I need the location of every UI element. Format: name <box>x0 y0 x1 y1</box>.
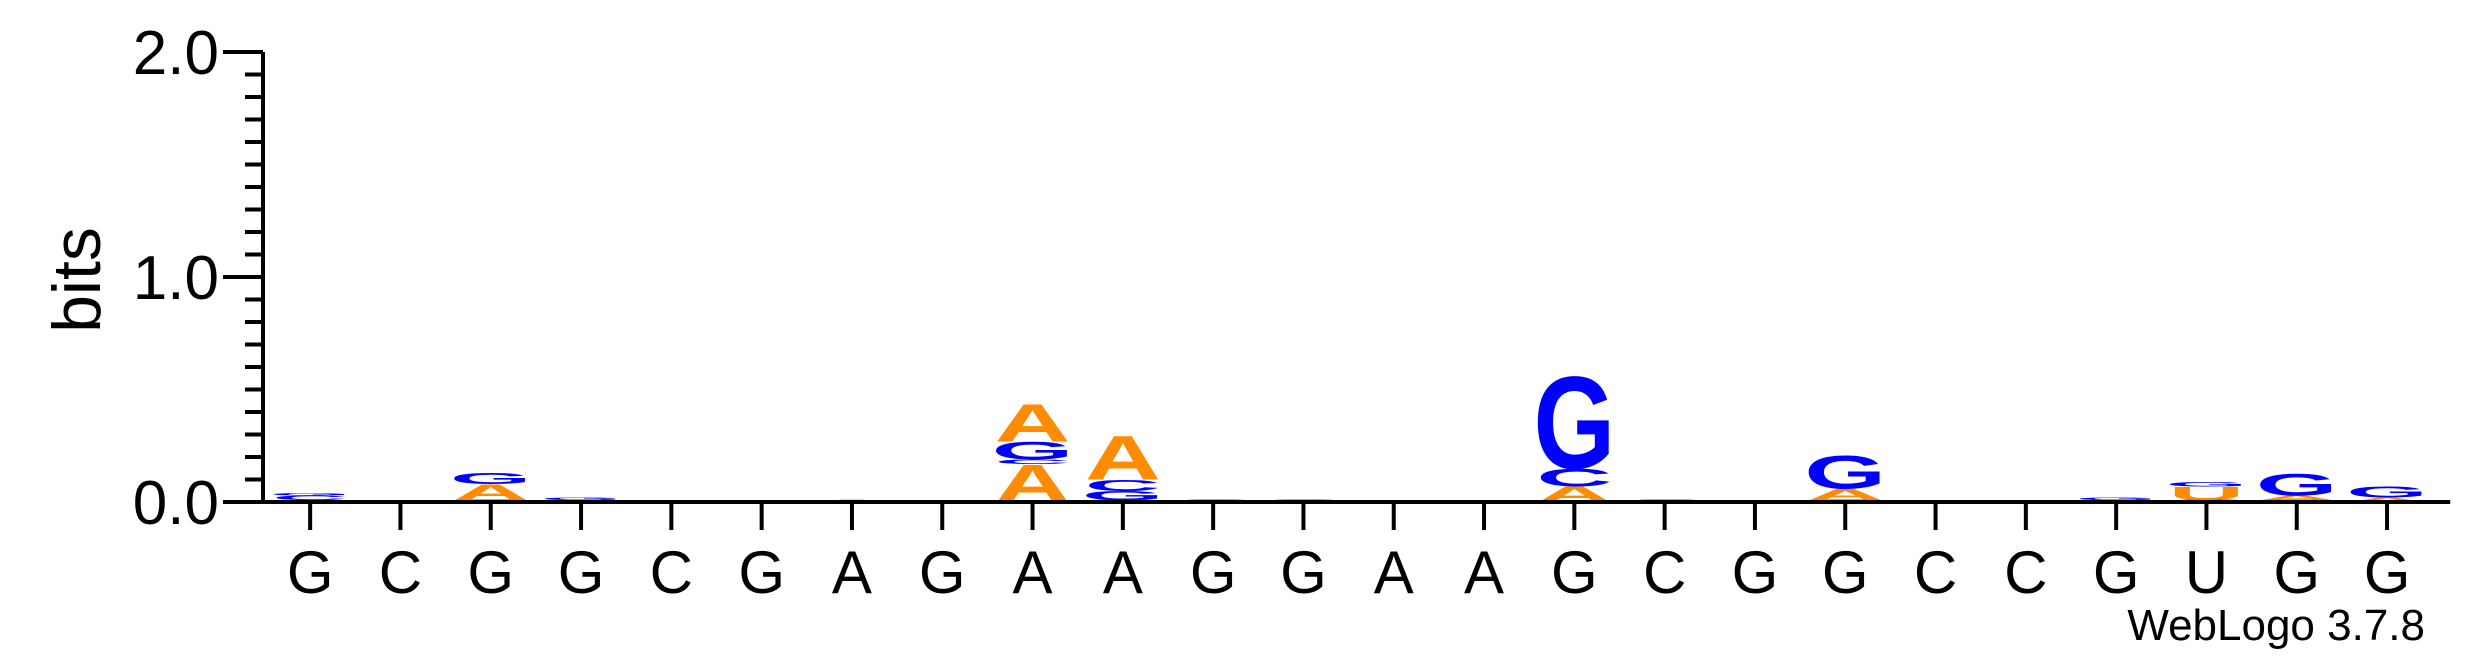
y-tick-label: 2.0 <box>133 19 219 88</box>
x-tick-label: A <box>1103 539 1143 606</box>
logo-letter-A: A <box>995 393 1071 453</box>
x-tick-label: G <box>919 539 966 606</box>
logo-letter-G: G <box>269 492 351 496</box>
logo-letter-C: C <box>272 494 348 501</box>
x-tick-label: A <box>1464 539 1504 606</box>
x-tick-label: G <box>2093 539 2140 606</box>
x-tick-label: G <box>558 539 605 606</box>
x-tick-label: C <box>650 539 693 606</box>
logo-letter-G: G <box>1082 488 1164 502</box>
x-tick-label: C <box>2004 539 2047 606</box>
weblogo-credit: WebLogo 3.7.8 <box>2127 601 2425 650</box>
x-tick-label: G <box>1280 539 1327 606</box>
logo-letter-C: C <box>1536 464 1612 492</box>
logo-letter-G: G <box>540 497 622 501</box>
logo-letter-C: C <box>995 458 1071 465</box>
logo-letter-A: A <box>2259 494 2335 501</box>
x-tick-label: G <box>2273 539 2320 606</box>
x-tick-label: G <box>2364 539 2411 606</box>
x-tick-label: C <box>1643 539 1686 606</box>
x-tick-label: U <box>2185 539 2228 606</box>
y-tick-label: 1.0 <box>133 244 219 313</box>
x-tick-label: A <box>832 539 872 606</box>
x-tick-label: C <box>379 539 422 606</box>
x-tick-label: G <box>1551 539 1598 606</box>
logo-letter-U: U <box>2169 483 2245 504</box>
logo-letter-A: A <box>1807 486 1883 504</box>
x-tick-label: G <box>1822 539 1869 606</box>
logo-letter-G: G <box>2166 481 2248 488</box>
x-tick-label: C <box>1914 539 1957 606</box>
logo-letter-G: G <box>450 470 532 488</box>
x-tick-label: G <box>1190 539 1237 606</box>
logo-letter-A: A <box>1085 424 1161 494</box>
logo-letter-G: G <box>2075 497 2157 501</box>
x-tick-label: G <box>738 539 785 606</box>
y-tick-label: 0.0 <box>133 469 219 538</box>
logo-letter-G: G <box>992 437 1074 465</box>
logo-letter-G: G <box>1804 446 1886 499</box>
y-axis: 0.0 1.0 2.0 <box>133 19 265 538</box>
x-tick-label: G <box>1732 539 1779 606</box>
logo-letters: ACGCAGCGAACGACGCACGAACGCCAGCGCUGCAGAG <box>269 350 2428 514</box>
logo-letter-C: C <box>1085 477 1161 495</box>
x-tick-label: A <box>1013 539 1053 606</box>
x-tick-label: G <box>467 539 514 606</box>
logo-letter-G: G <box>2256 467 2338 502</box>
logo-letter-G: G <box>2346 483 2428 501</box>
logo-letter-G: G <box>1534 350 1616 497</box>
x-tick-label: A <box>1374 539 1414 606</box>
x-tick-label: G <box>287 539 334 606</box>
y-axis-label: bits <box>39 227 115 333</box>
logo-letter-A: A <box>2349 496 2425 503</box>
